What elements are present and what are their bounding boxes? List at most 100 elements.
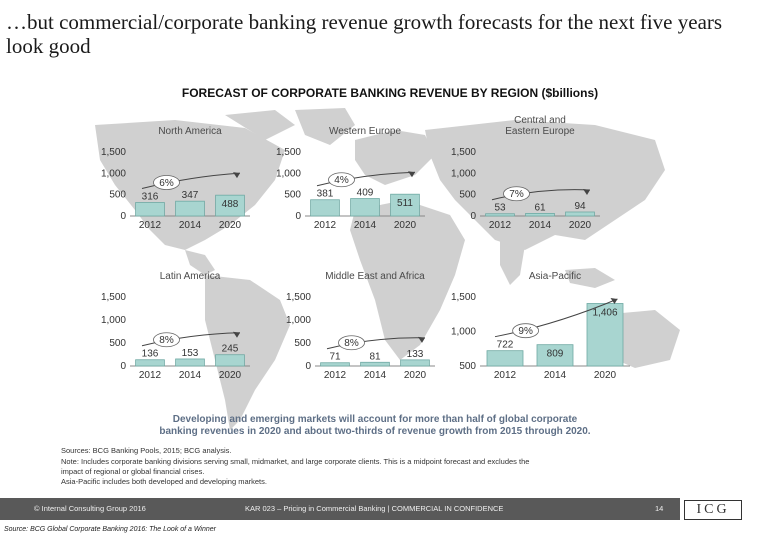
- chart-title: Eastern Europe: [505, 126, 575, 137]
- note-line-1: Note: Includes corporate banking divisio…: [61, 457, 529, 466]
- y-tick-label: 0: [305, 361, 311, 372]
- bar-value-label: 71: [329, 352, 341, 363]
- bar: [215, 194, 245, 217]
- bar-value-label: 722: [497, 340, 514, 351]
- y-tick-label: 0: [295, 211, 301, 222]
- bar-value-label: 81: [369, 351, 381, 362]
- chart-title: Latin America: [160, 271, 221, 282]
- footer-page-number: 14: [655, 504, 664, 513]
- y-tick-label: 1,500: [451, 292, 476, 303]
- y-tick-label: 1,000: [276, 168, 301, 179]
- cagr-arrow: [491, 189, 591, 201]
- cagr-label: 6%: [159, 178, 174, 189]
- bar: [525, 212, 555, 217]
- bar-value-label: 488: [222, 199, 239, 210]
- note-line-3: Asia-Pacific includes both developed and…: [61, 477, 267, 486]
- bar: [485, 213, 515, 217]
- cagr-ellipse: [153, 332, 180, 348]
- y-tick-label: 500: [294, 338, 311, 349]
- region-chart-6: Asia-Pacific 500 1,000 1,500 722 2012 809 2014 1…: [451, 271, 630, 381]
- bar: [360, 361, 390, 367]
- y-tick-label: 500: [459, 361, 476, 372]
- x-tick-label: 2012: [314, 220, 337, 231]
- bar-value-label: 133: [407, 349, 424, 360]
- x-tick-label: 2020: [219, 220, 242, 231]
- bar: [310, 199, 340, 217]
- region-chart-1: North America 0 500 1,000 1,500 316 2012 347 201…: [101, 126, 250, 231]
- x-tick-label: 2014: [354, 220, 377, 231]
- x-tick-label: 2012: [489, 220, 512, 231]
- bar-value-label: 53: [494, 203, 506, 214]
- bar-value-label: 316: [142, 192, 159, 203]
- icg-logo: ICG: [684, 500, 742, 520]
- cagr-arrowhead: [233, 172, 240, 179]
- cagr-label: 8%: [159, 335, 174, 346]
- x-tick-label: 2020: [594, 370, 617, 381]
- cagr-ellipse: [512, 323, 540, 339]
- bar: [390, 193, 420, 217]
- bar: [175, 358, 205, 367]
- note-line-2: impact of regional or global financial c…: [61, 467, 204, 476]
- footer-confidential: KAR 023 – Pricing in Commercial Banking …: [245, 504, 504, 513]
- bar: [135, 359, 165, 367]
- cagr-arrowhead: [233, 331, 240, 338]
- y-tick-label: 1,500: [286, 292, 311, 303]
- x-tick-label: 2014: [179, 370, 202, 381]
- cagr-arrow: [326, 337, 426, 350]
- callout-line-2: banking revenues in 2020 and about two-t…: [159, 426, 590, 437]
- x-tick-label: 2014: [544, 370, 567, 381]
- x-tick-label: 2012: [139, 370, 162, 381]
- bar: [586, 303, 624, 367]
- chart-title: North America: [158, 126, 222, 137]
- x-tick-label: 2020: [404, 370, 427, 381]
- bar: [135, 202, 165, 217]
- cagr-arrow: [141, 332, 241, 347]
- bar-value-label: 136: [142, 349, 159, 360]
- bar: [215, 354, 245, 367]
- y-tick-label: 1,000: [101, 168, 126, 179]
- bar-value-label: 61: [534, 202, 546, 213]
- x-tick-label: 2020: [394, 220, 417, 231]
- y-tick-label: 1,000: [451, 327, 476, 338]
- chart-title: Central and: [514, 115, 566, 126]
- world-map-chart: North America 0 500 1,000 1,500 316 2012 347 201…: [95, 108, 680, 437]
- chart-title: Middle East and Africa: [325, 271, 425, 282]
- bar: [565, 211, 595, 217]
- y-tick-label: 1,000: [286, 315, 311, 326]
- y-tick-label: 1,500: [276, 147, 301, 158]
- bar: [536, 344, 574, 367]
- bar: [486, 350, 524, 367]
- y-tick-label: 1,500: [451, 147, 476, 158]
- y-tick-label: 500: [459, 190, 476, 201]
- bar: [175, 200, 205, 217]
- cagr-arrow: [141, 172, 241, 190]
- y-tick-label: 0: [120, 211, 126, 222]
- cagr-ellipse: [153, 175, 180, 190]
- y-tick-label: 1,000: [451, 168, 476, 179]
- source-note: Source: BCG Global Corporate Banking 201…: [4, 526, 216, 533]
- region-chart-5: Middle East and Africa 0 500 1,000 1,500 71 20…: [286, 271, 435, 381]
- y-tick-label: 500: [284, 190, 301, 201]
- x-tick-label: 2020: [219, 370, 242, 381]
- y-tick-label: 500: [109, 190, 126, 201]
- cagr-arrowhead: [610, 298, 618, 304]
- y-tick-label: 0: [470, 211, 476, 222]
- y-tick-label: 1,500: [101, 292, 126, 303]
- chart-heading: FORECAST OF CORPORATE BANKING REVENUE BY…: [181, 86, 599, 100]
- cagr-ellipse: [328, 172, 355, 188]
- y-tick-label: 0: [120, 361, 126, 372]
- x-tick-label: 2012: [139, 220, 162, 231]
- callout: Developing and emerging markets will acc…: [159, 414, 590, 437]
- callout-line-1: Developing and emerging markets will acc…: [173, 414, 578, 425]
- x-tick-label: 2012: [324, 370, 347, 381]
- chart-title: Asia-Pacific: [529, 271, 581, 282]
- x-tick-label: 2014: [529, 220, 552, 231]
- bar-value-label: 94: [574, 201, 586, 212]
- cagr-ellipse: [503, 186, 530, 202]
- footer-bar: [0, 498, 680, 520]
- bar: [320, 362, 350, 367]
- cagr-label: 8%: [344, 338, 359, 349]
- x-tick-label: 2012: [494, 370, 517, 381]
- x-tick-label: 2014: [179, 220, 202, 231]
